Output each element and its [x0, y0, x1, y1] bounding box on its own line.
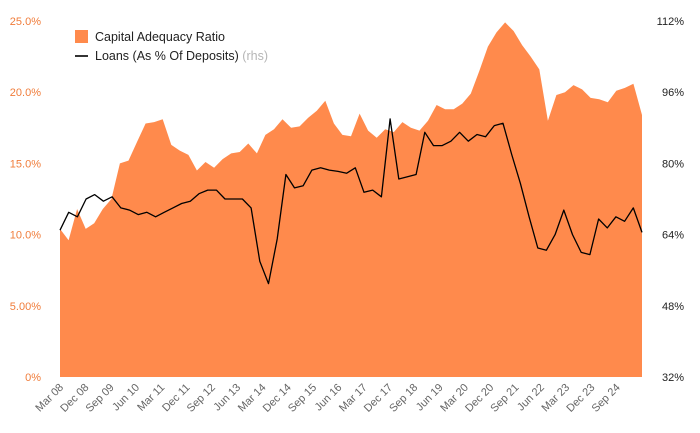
right-axis: 32% 48% 64% 80% 96% 112%: [657, 16, 685, 384]
right-tick-label: 112%: [657, 16, 685, 28]
right-tick-label: 48%: [662, 301, 684, 313]
legend-label-loans: Loans (As % Of Deposits) (rhs): [95, 49, 268, 63]
left-tick-label: 0%: [25, 372, 41, 384]
left-tick-label: 5.00%: [10, 301, 41, 313]
legend-label-capital-adequacy: Capital Adequacy Ratio: [95, 30, 225, 44]
x-tick-label: Sep 18: [387, 382, 420, 415]
legend-label-loans-text: Loans (As % Of Deposits): [95, 49, 239, 63]
legend-label-loans-suffix: (rhs): [242, 49, 268, 63]
x-tick-label: Sep 09: [84, 382, 117, 415]
right-tick-label: 96%: [662, 87, 684, 99]
left-tick-label: 15.0%: [10, 158, 41, 170]
loans-line: [59, 118, 643, 285]
legend: Capital Adequacy Ratio Loans (As % Of De…: [75, 30, 268, 63]
right-tick-label: 32%: [662, 372, 684, 384]
left-tick-label: 10.0%: [10, 230, 41, 242]
capital-adequacy-area: [60, 22, 642, 378]
legend-swatch-capital-adequacy: [75, 30, 88, 43]
right-tick-label: 80%: [662, 158, 684, 170]
x-tick-label: Sep 12: [185, 382, 218, 415]
left-axis: 0% 5.00% 10.0% 15.0% 20.0% 25.0%: [10, 16, 41, 384]
left-tick-label: 20.0%: [10, 87, 41, 99]
x-tick-label: Sep 24: [590, 382, 623, 415]
x-tick-label: Sep 15: [286, 382, 319, 415]
right-tick-label: 64%: [662, 230, 684, 242]
left-tick-label: 25.0%: [10, 16, 41, 28]
x-tick-label: Sep 21: [488, 382, 521, 415]
